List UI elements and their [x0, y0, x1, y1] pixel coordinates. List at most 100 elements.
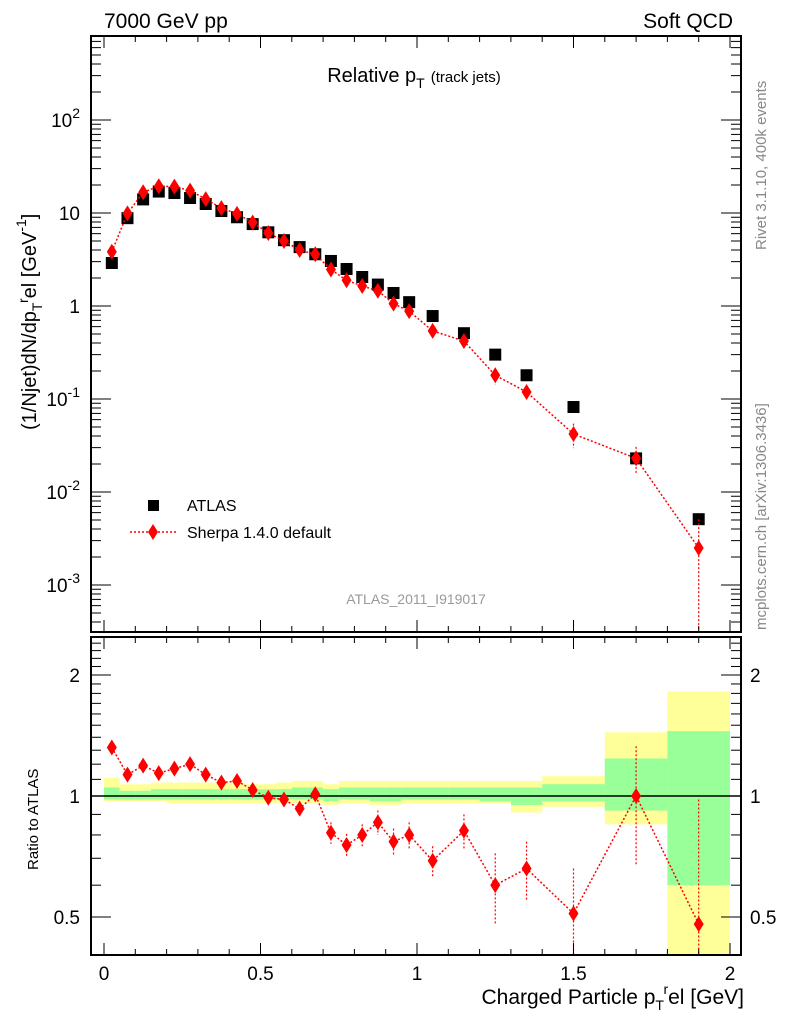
ratio-point: [122, 766, 133, 783]
band-stat: [135, 790, 151, 800]
ratio-point: [138, 757, 149, 774]
ratio-point: [521, 860, 532, 877]
y-tick-label: 10: [59, 204, 80, 225]
atlas-point: [387, 286, 400, 299]
ratio-point: [169, 760, 180, 777]
header-right: Soft QCD: [643, 10, 733, 33]
ratio-point: [216, 774, 227, 791]
band-stat: [401, 787, 417, 800]
atlas-point: [489, 348, 502, 361]
sherpa-point: [200, 191, 211, 208]
band-stat: [213, 789, 230, 800]
sherpa-point: [106, 243, 117, 260]
sherpa-point: [521, 383, 532, 400]
x-tick-label: 0.5: [247, 964, 273, 985]
sherpa-point: [263, 224, 274, 241]
ratio-point: [232, 772, 243, 789]
sherpa-point: [325, 261, 336, 278]
band-stat: [370, 787, 386, 802]
band-stat: [417, 787, 449, 800]
atlas-point: [356, 271, 369, 284]
ratio-point: [631, 788, 642, 804]
ratio-point: [427, 852, 438, 869]
sherpa-point: [278, 232, 289, 249]
ratio-point: [263, 789, 274, 806]
sherpa-point: [232, 205, 243, 222]
sherpa-point: [153, 178, 164, 195]
ratio-y-tick-label-left: 1: [69, 787, 80, 808]
sherpa-point: [169, 178, 180, 195]
main-frame: [90, 35, 742, 633]
sherpa-point: [294, 242, 305, 259]
ratio-y-tick-label-right: 1: [750, 787, 761, 808]
band-stat: [479, 787, 511, 802]
x-axis-label: Charged Particle pTrel [GeV]: [481, 981, 744, 1013]
ratio-y-tick-label-right: 2: [750, 666, 761, 687]
y-tick-label: 10-3: [46, 570, 80, 597]
sherpa-point: [357, 278, 368, 295]
y-tick-label: 10-1: [46, 384, 80, 411]
band-stat: [119, 790, 136, 800]
band-stat: [354, 787, 371, 800]
ratio-point: [357, 826, 368, 843]
y-tick-label: 1: [69, 297, 80, 318]
atlas-point: [567, 401, 580, 414]
sherpa-point: [388, 295, 399, 312]
sherpa-point: [122, 205, 133, 222]
sherpa-point: [427, 322, 438, 339]
atlas-point: [426, 310, 439, 323]
ratio-point: [310, 786, 321, 803]
ratio-point: [404, 826, 415, 843]
ratio-point: [294, 800, 305, 817]
sherpa-point: [310, 246, 321, 263]
band-stat: [385, 787, 402, 802]
band-stat: [150, 789, 167, 800]
sherpa-point: [247, 214, 258, 231]
band-stat: [166, 789, 183, 800]
ratio-point: [372, 814, 383, 831]
ratio-point: [568, 905, 579, 922]
sherpa-point: [404, 303, 415, 320]
band-stat: [182, 789, 198, 800]
band-stat: [323, 789, 339, 802]
x-tick-label: 1: [412, 964, 423, 985]
ratio-point: [693, 916, 704, 933]
band-stat: [338, 787, 355, 800]
legend: ATLAS Sherpa 1.4.0 default: [130, 498, 332, 542]
ratio-y-tick-label-left: 2: [69, 666, 80, 687]
band-stat: [291, 787, 308, 800]
ratio-line: [111, 747, 700, 925]
ratio-y-axis-label: Ratio to ATLAS: [25, 769, 42, 870]
atlas-point: [403, 296, 416, 309]
header-left: 7000 GeV pp: [104, 10, 228, 33]
ratio-point: [388, 833, 399, 850]
sherpa-point: [458, 333, 469, 350]
legend-sherpa-label: Sherpa 1.4.0 default: [187, 525, 332, 542]
sherpa-point: [568, 426, 579, 443]
band-stat: [448, 787, 480, 800]
ratio-point: [325, 824, 336, 841]
atlas-point: [340, 262, 353, 275]
y-tick-label: 102: [51, 105, 80, 132]
band-stat: [542, 784, 605, 802]
x-tick-label: 2: [725, 964, 736, 985]
atlas-point: [105, 256, 118, 269]
ratio-y-tick-label-left: 0.5: [54, 908, 80, 929]
sherpa-point: [631, 450, 642, 467]
mcplots-label: mcplots.cern.ch [arXiv:1306.3436]: [753, 403, 770, 630]
legend-sherpa-marker: [148, 524, 158, 540]
sherpa-point: [138, 184, 149, 201]
band-stat: [229, 789, 245, 800]
sherpa-point: [372, 282, 383, 299]
ratio-point: [153, 765, 164, 782]
x-tick-label: 1.5: [560, 964, 586, 985]
ratio-point: [247, 781, 258, 798]
ratio-point: [185, 756, 196, 773]
ratio-point: [200, 766, 211, 783]
band-stat: [197, 789, 214, 800]
y-tick-label: 10-2: [46, 477, 80, 504]
watermark: ATLAS_2011_I919017: [346, 591, 486, 607]
ratio-point: [106, 739, 117, 756]
atlas-point: [324, 254, 337, 267]
